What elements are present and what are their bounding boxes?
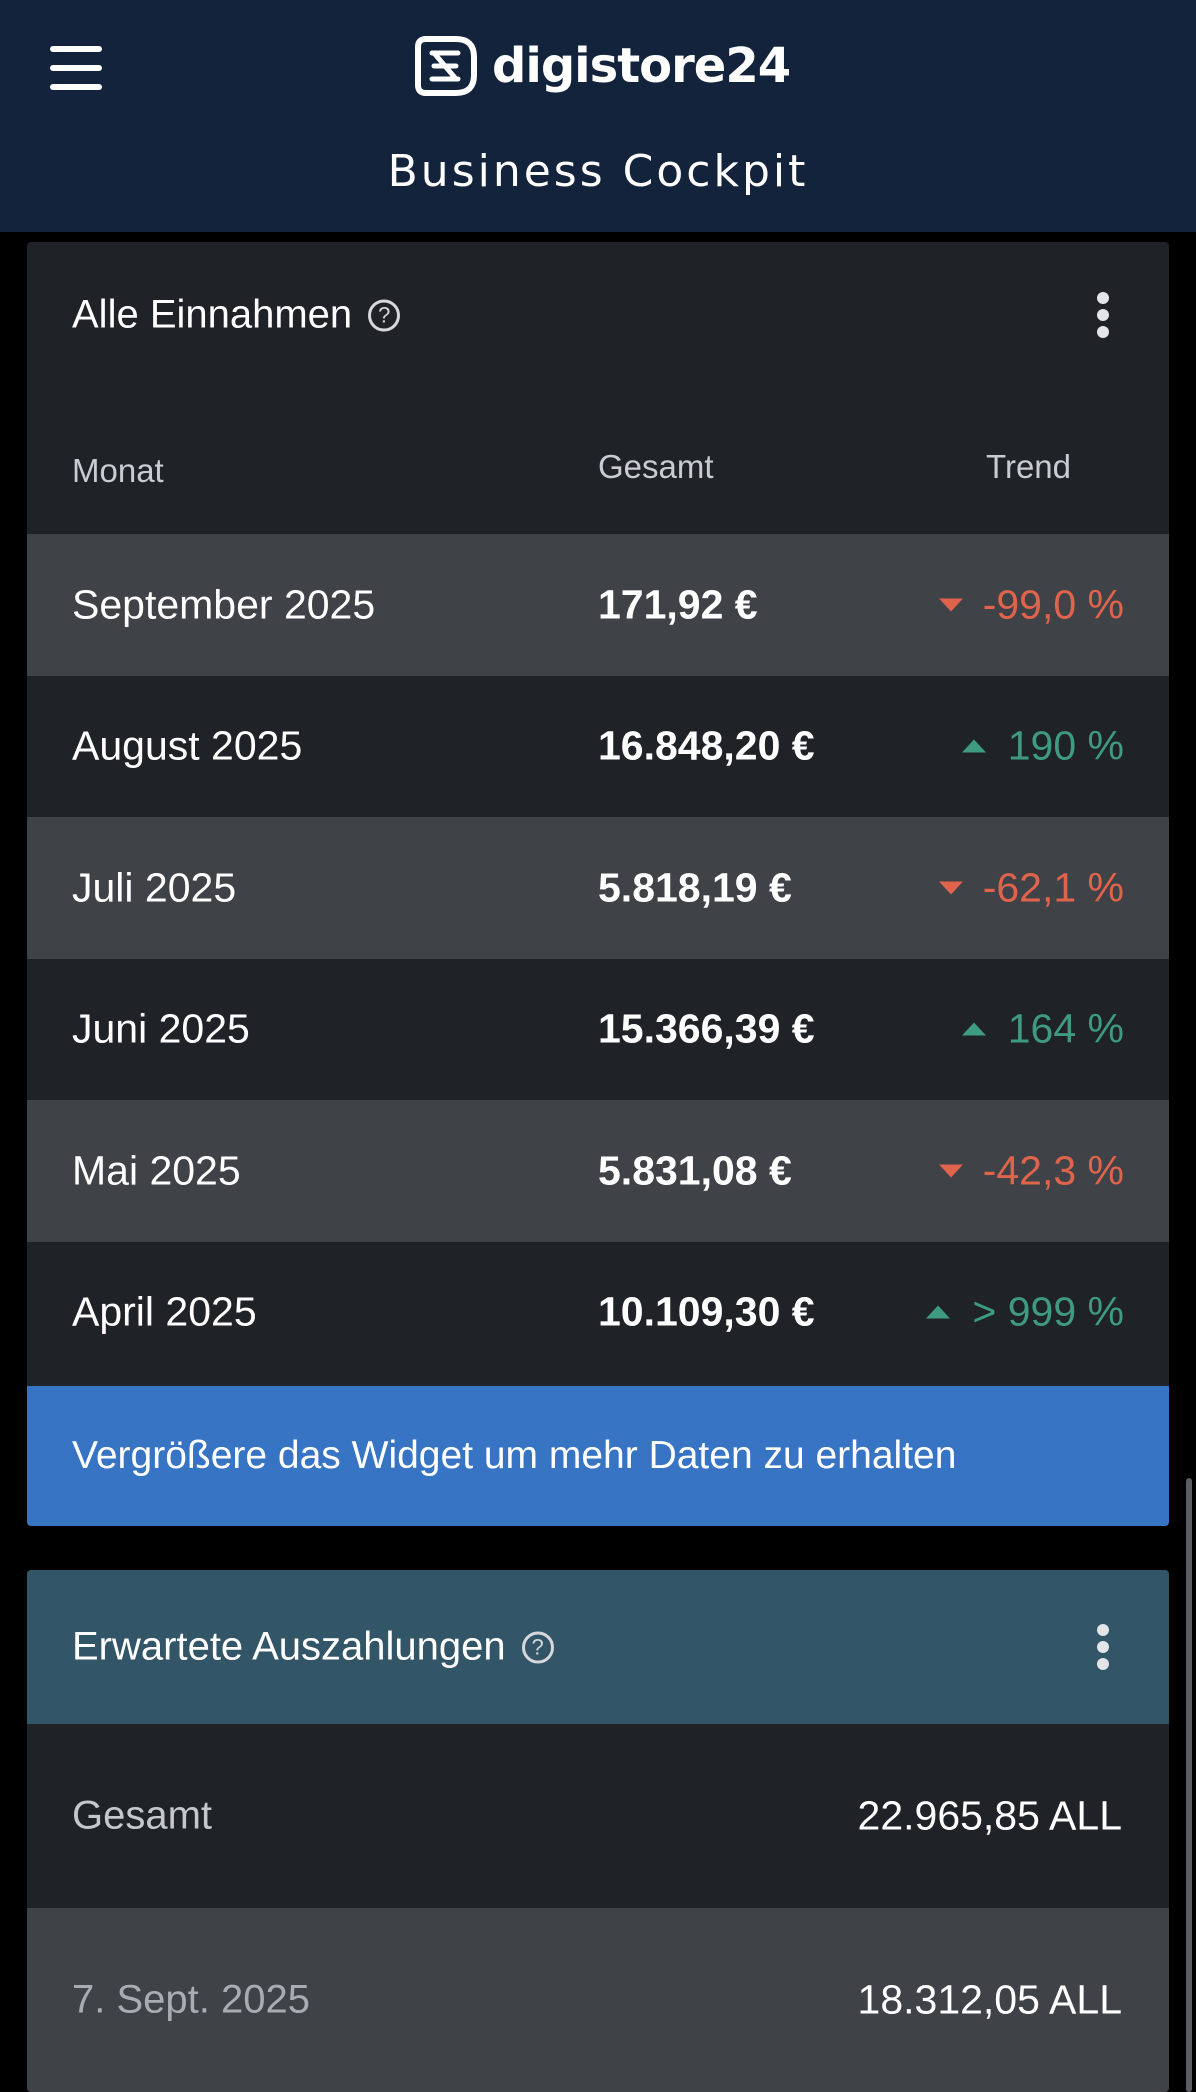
help-icon[interactable]: ? — [368, 299, 401, 331]
help-icon[interactable]: ? — [521, 1631, 554, 1663]
income-widget: Alle Einnahmen ? Monat Gesamt Trend Sept… — [27, 242, 1169, 1526]
row-total: 10.109,30 € — [598, 1288, 815, 1335]
payout-value: 18.312,05 ALL — [857, 1976, 1122, 2023]
expand-widget-hint[interactable]: Vergrößere das Widget um mehr Daten zu e… — [27, 1386, 1169, 1526]
logo-text: digistore24 — [492, 38, 791, 94]
app-header: digistore24 Business Cockpit — [0, 0, 1196, 232]
row-month: April 2025 — [72, 1288, 257, 1335]
row-total: 15.366,39 € — [598, 1005, 815, 1052]
row-trend: -99,0 % — [938, 581, 1124, 628]
row-month: Juni 2025 — [72, 1005, 250, 1052]
row-total: 5.831,08 € — [598, 1147, 792, 1194]
expand-widget-text: Vergrößere das Widget um mehr Daten zu e… — [72, 1434, 957, 1477]
row-total: 16.848,20 € — [598, 722, 815, 769]
payouts-widget-title-wrap: Erwartete Auszahlungen ? — [72, 1625, 554, 1670]
trend-value: > 999 % — [972, 1288, 1124, 1335]
table-header: Monat Gesamt Trend — [27, 388, 1169, 534]
table-row[interactable]: April 2025 10.109,30 € > 999 % — [27, 1242, 1169, 1384]
row-trend: 164 % — [961, 1005, 1124, 1053]
column-header-month: Monat — [72, 452, 164, 489]
payouts-widget-header: Erwartete Auszahlungen ? — [27, 1570, 1169, 1724]
payouts-widget: Erwartete Auszahlungen ? Gesamt 22.965,8… — [27, 1570, 1169, 2092]
hamburger-menu-icon[interactable] — [50, 46, 102, 90]
column-header-trend: Trend — [986, 448, 1071, 485]
payouts-widget-title: Erwartete Auszahlungen — [72, 1624, 506, 1669]
payout-value: 22.965,85 ALL — [857, 1792, 1122, 1839]
row-trend: 190 % — [961, 722, 1124, 770]
payout-row-total: Gesamt 22.965,85 ALL — [27, 1724, 1169, 1908]
income-widget-title: Alle Einnahmen — [72, 292, 353, 337]
trend-value: 164 % — [1007, 1005, 1124, 1052]
trend-down-icon — [938, 598, 963, 612]
more-options-icon[interactable] — [1097, 1624, 1109, 1670]
logo-mark-icon — [415, 36, 477, 96]
more-options-icon[interactable] — [1097, 292, 1109, 338]
payout-row[interactable]: 7. Sept. 2025 18.312,05 ALL — [27, 1908, 1169, 2092]
row-month: Mai 2025 — [72, 1147, 241, 1194]
trend-value: -62,1 % — [982, 864, 1124, 911]
trend-up-icon — [961, 1022, 986, 1036]
income-widget-header: Alle Einnahmen ? — [27, 242, 1169, 388]
row-total: 171,92 € — [598, 581, 758, 628]
row-trend: -42,3 % — [938, 1147, 1124, 1194]
trend-value: -42,3 % — [982, 1147, 1124, 1194]
row-total: 5.818,19 € — [598, 864, 792, 911]
row-month: September 2025 — [72, 581, 376, 628]
income-widget-title-wrap: Alle Einnahmen ? — [72, 292, 401, 338]
page-scrollbar[interactable] — [1186, 1478, 1192, 2092]
table-row[interactable]: Mai 2025 5.831,08 € -42,3 % — [27, 1100, 1169, 1242]
digistore24-logo[interactable]: digistore24 — [412, 30, 791, 102]
trend-down-icon — [938, 1164, 963, 1178]
trend-down-icon — [938, 881, 963, 895]
trend-up-icon — [926, 1305, 951, 1319]
trend-up-icon — [961, 739, 986, 753]
table-row[interactable]: September 2025 171,92 € -99,0 % — [27, 534, 1169, 676]
row-trend: -62,1 % — [938, 864, 1124, 911]
table-row[interactable]: August 2025 16.848,20 € 190 % — [27, 676, 1169, 818]
trend-value: 190 % — [1007, 722, 1124, 769]
payout-label: 7. Sept. 2025 — [72, 1977, 310, 2022]
column-header-total: Gesamt — [598, 448, 714, 485]
table-row[interactable]: Juli 2025 5.818,19 € -62,1 % — [27, 817, 1169, 959]
payout-label: Gesamt — [72, 1793, 213, 1838]
row-month: August 2025 — [72, 722, 303, 769]
row-month: Juli 2025 — [72, 864, 237, 911]
trend-value: -99,0 % — [982, 581, 1124, 628]
table-row[interactable]: Juni 2025 15.366,39 € 164 % — [27, 959, 1169, 1101]
page-title: Business Cockpit — [387, 146, 809, 197]
row-trend: > 999 % — [926, 1289, 1124, 1336]
